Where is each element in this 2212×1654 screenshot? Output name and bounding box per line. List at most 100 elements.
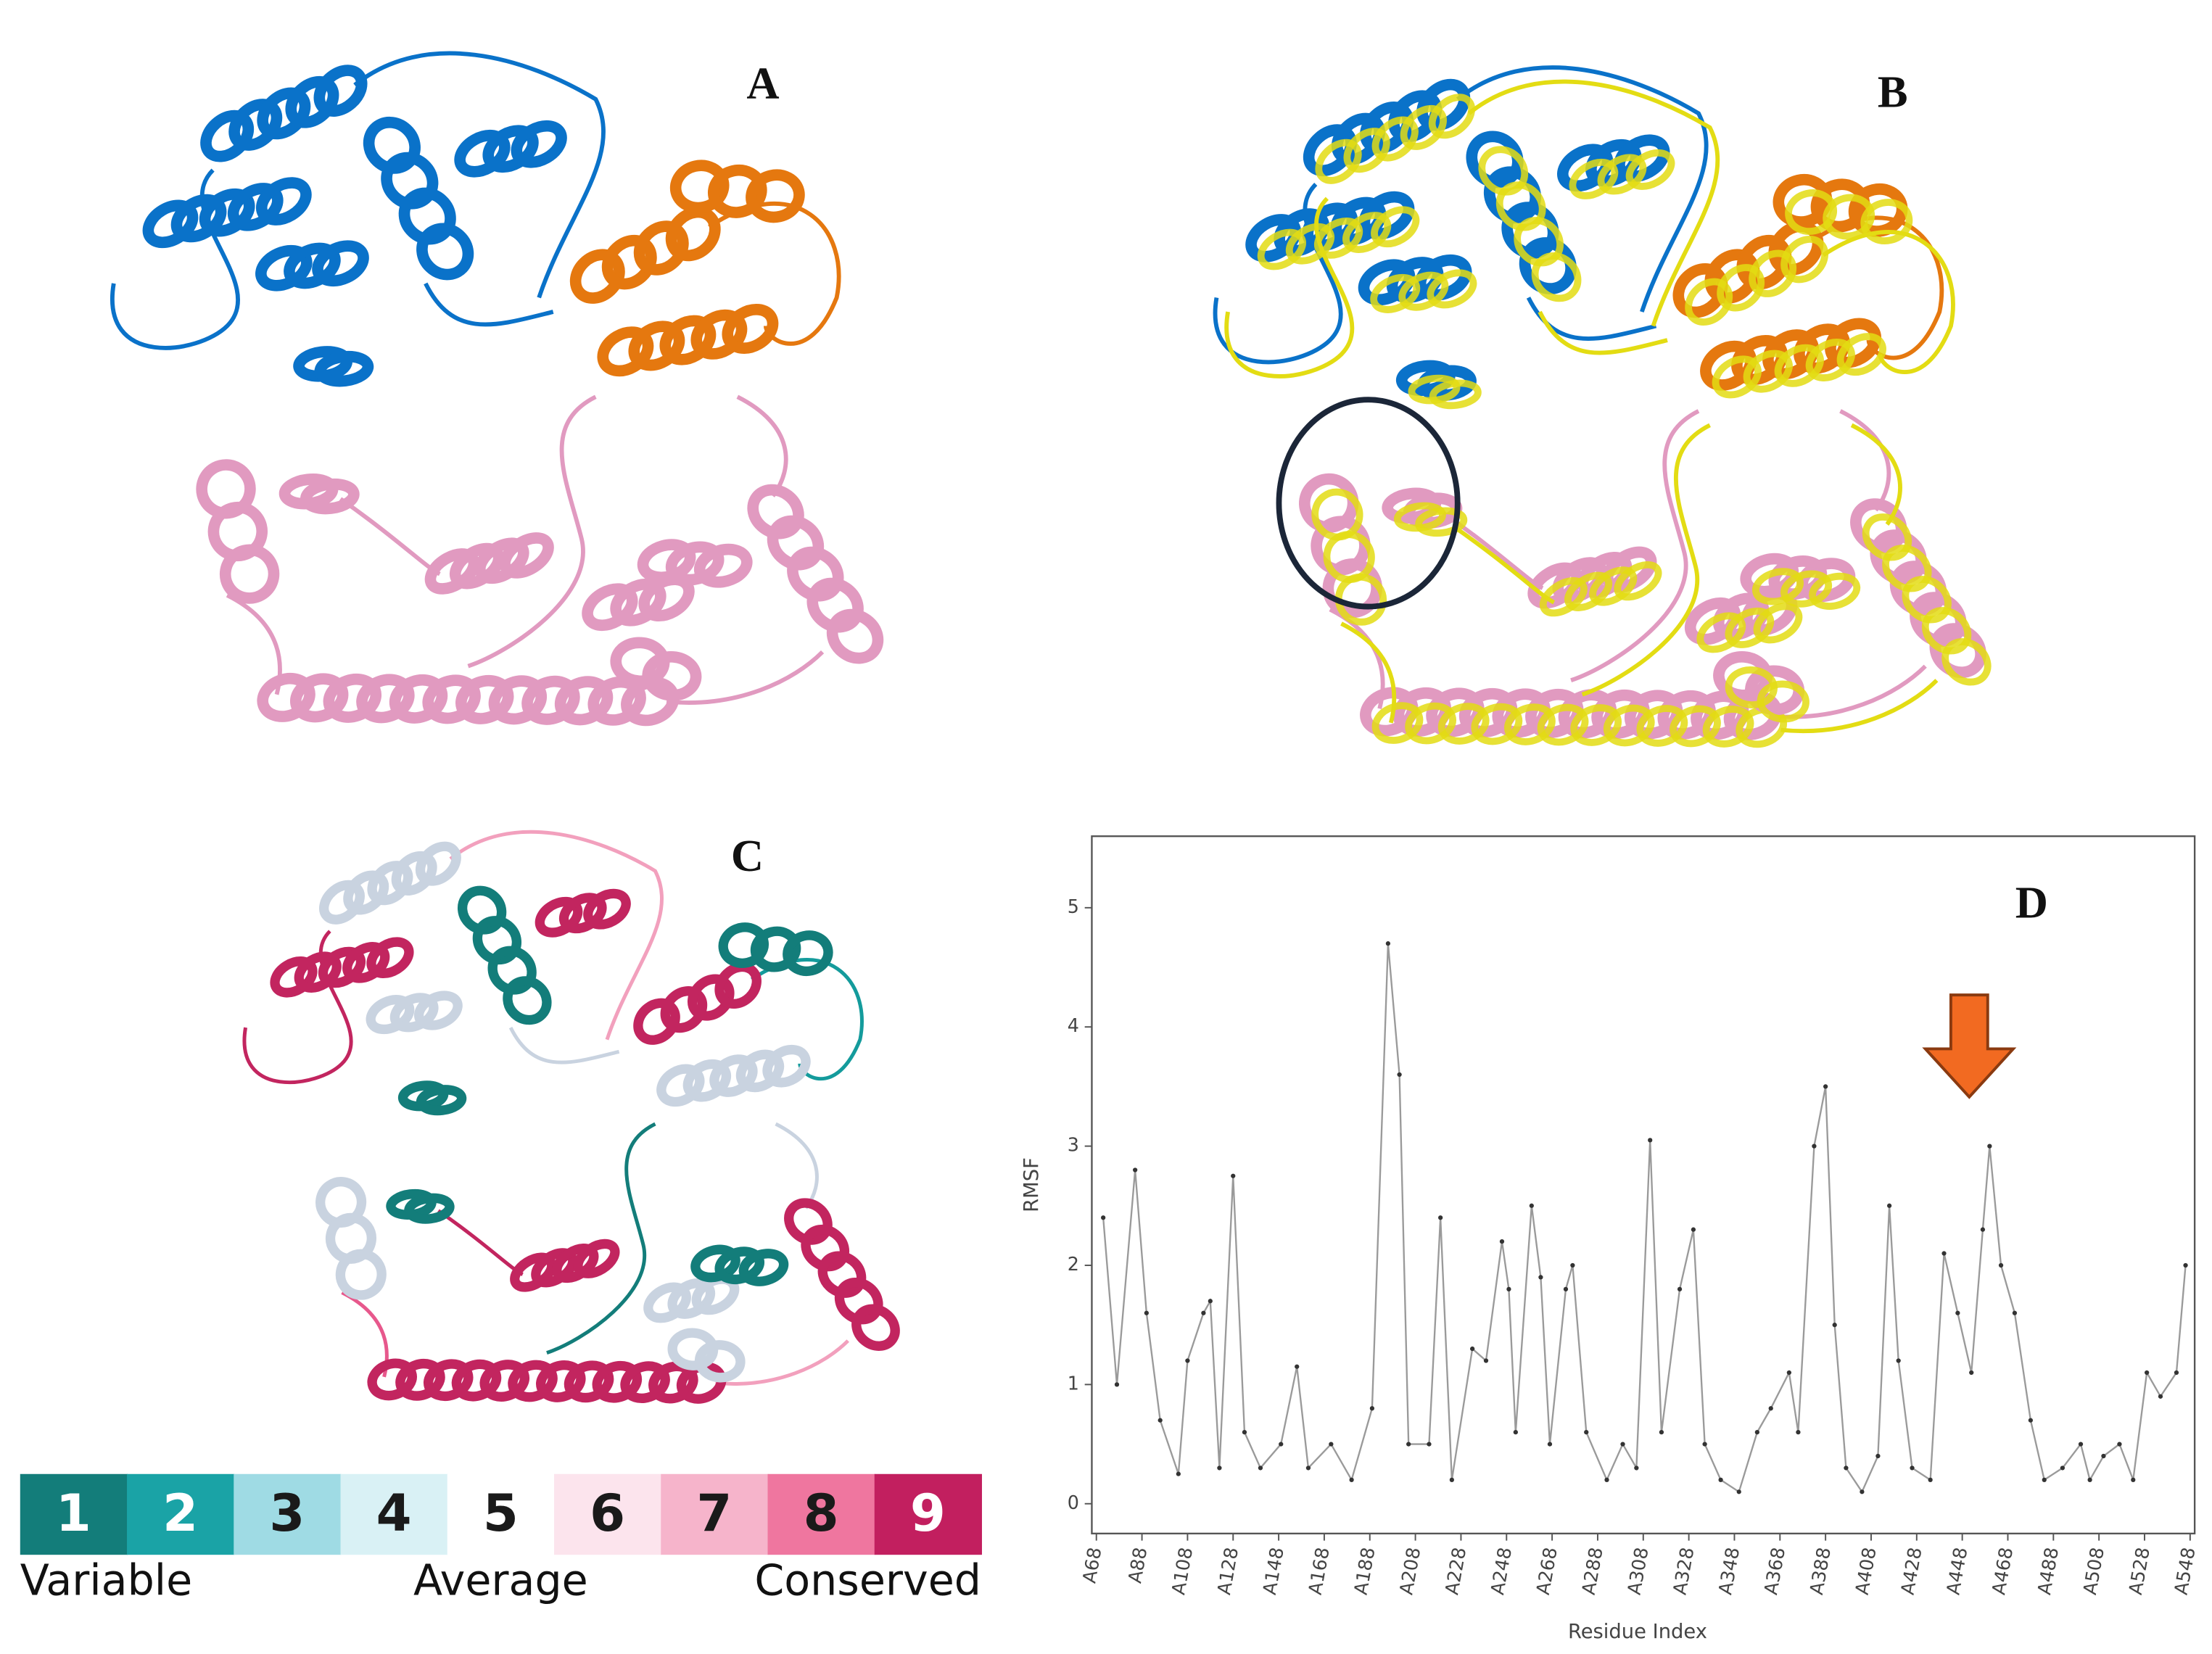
- x-tick-label: A68: [1078, 1545, 1105, 1584]
- colorbar-label: 8: [804, 1484, 839, 1543]
- helix-turn: [1414, 254, 1472, 301]
- rmsf-point: [1812, 1144, 1817, 1149]
- helix-turn: [620, 1361, 670, 1403]
- helix-turn: [255, 177, 312, 226]
- rmsf-point: [1987, 1144, 1992, 1149]
- helix-turn: [592, 1360, 643, 1403]
- panel-label: B: [1878, 66, 1908, 117]
- rmsf-point: [1896, 1358, 1901, 1363]
- helix-turn: [422, 674, 481, 724]
- helix-turn: [691, 1274, 740, 1315]
- rmsf-point: [1506, 1286, 1511, 1291]
- helix-turn: [424, 1359, 474, 1402]
- rmsf-point: [1604, 1477, 1609, 1483]
- colorbar-cell: [234, 1473, 342, 1555]
- colorbar-label: 2: [162, 1484, 198, 1543]
- helix-turn: [690, 309, 748, 360]
- helix-turn: [738, 1249, 789, 1286]
- helix-turn-overlay: [1805, 338, 1855, 381]
- rmsf-point: [1329, 1442, 1334, 1447]
- helix-turn-overlay: [1725, 607, 1775, 648]
- x-tick-label: A188: [1350, 1545, 1379, 1596]
- helix-turn: [601, 234, 657, 290]
- coil-overlay: [1581, 423, 1711, 697]
- coil: [750, 958, 864, 1080]
- helix-turn: [709, 1054, 758, 1097]
- rmsf-point: [2183, 1262, 2188, 1268]
- rmsf-point: [1438, 1215, 1443, 1220]
- helix-turn: [762, 1044, 811, 1088]
- helix-turn: [1426, 687, 1485, 737]
- helix-turn: [395, 1358, 445, 1401]
- helix-turn: [289, 673, 349, 723]
- chart-annotation: D: [2015, 877, 2048, 927]
- helix-turn-overlay: [1809, 572, 1861, 610]
- helix-turn: [682, 1059, 732, 1102]
- rmsf-point: [1547, 1442, 1553, 1447]
- rmsf-point: [1736, 1489, 1741, 1494]
- helix-turn: [488, 675, 548, 725]
- coil-overlay: [1467, 79, 1720, 327]
- coil: [449, 830, 664, 1041]
- colorbar-label: 6: [590, 1484, 625, 1543]
- helix-turn: [1525, 688, 1584, 738]
- helix-turn: [564, 1360, 614, 1403]
- helix-turn: [1762, 329, 1820, 380]
- helix-turn: [746, 169, 805, 223]
- x-tick-label: A388: [1805, 1545, 1835, 1596]
- colorbar-label: 7: [696, 1484, 732, 1543]
- x-tick-label: A228: [1440, 1545, 1470, 1596]
- helix-turn: [314, 350, 374, 387]
- rmsf-point: [1796, 1430, 1801, 1435]
- panel-label: C: [731, 830, 764, 881]
- coil: [1570, 409, 1700, 682]
- rmsf-point: [2060, 1465, 2066, 1471]
- helix-turn: [455, 674, 514, 724]
- coil: [467, 394, 597, 669]
- coil: [1526, 297, 1657, 341]
- rmsf-point: [1718, 1477, 1723, 1483]
- helix-turn-overlay: [1315, 138, 1362, 184]
- helix-turn: [569, 249, 625, 304]
- rmsf-point: [1133, 1167, 1138, 1173]
- helix-turn: [1331, 112, 1385, 165]
- helix-turn: [583, 888, 631, 930]
- rmsf-point: [1754, 1430, 1760, 1435]
- helix-turn: [413, 991, 463, 1030]
- helix-turn-overlay: [1614, 561, 1662, 601]
- helix-turn: [335, 1249, 387, 1300]
- rmsf-point: [1886, 1203, 1892, 1208]
- helix-turn-overlay: [1427, 269, 1477, 309]
- coil-overlay: [1340, 621, 1397, 724]
- rmsf-point: [1231, 1173, 1236, 1178]
- colorbar-label: 9: [910, 1484, 946, 1543]
- rmsf-point: [1279, 1442, 1284, 1447]
- x-tick-label: A308: [1623, 1545, 1653, 1596]
- rmsf-point: [1786, 1370, 1791, 1376]
- rmsf-point: [1217, 1465, 1222, 1471]
- helix-turn-overlay: [1285, 223, 1335, 265]
- x-tick-label: A428: [1897, 1545, 1926, 1596]
- helix-turn: [1492, 688, 1551, 738]
- helix-turn-overlay: [1471, 703, 1523, 745]
- helix-turn: [200, 109, 255, 162]
- helix-turn-overlay: [1757, 680, 1809, 723]
- helix-turn-overlay: [1860, 199, 1913, 244]
- rmsf-point: [1101, 1215, 1106, 1220]
- rmsf-point: [1860, 1489, 1865, 1494]
- y-tick-label: 4: [1068, 1014, 1079, 1036]
- helix-turn: [1614, 134, 1670, 183]
- coil: [775, 1122, 819, 1210]
- x-tick-label: A108: [1167, 1545, 1197, 1596]
- colorbar-caption: Conserved: [754, 1555, 981, 1605]
- helix-turn: [367, 1358, 417, 1401]
- coil-overlay: [1850, 423, 1902, 526]
- helix-turn-overlay: [1428, 94, 1476, 139]
- helix-turn: [1704, 249, 1760, 304]
- helix-turn-overlay: [1398, 271, 1449, 311]
- helix-turn: [1558, 689, 1617, 739]
- colorbar-cell: [767, 1473, 875, 1555]
- helix-turn: [521, 675, 580, 725]
- helix-turn: [323, 673, 382, 723]
- helix-turn-overlay: [1670, 705, 1721, 748]
